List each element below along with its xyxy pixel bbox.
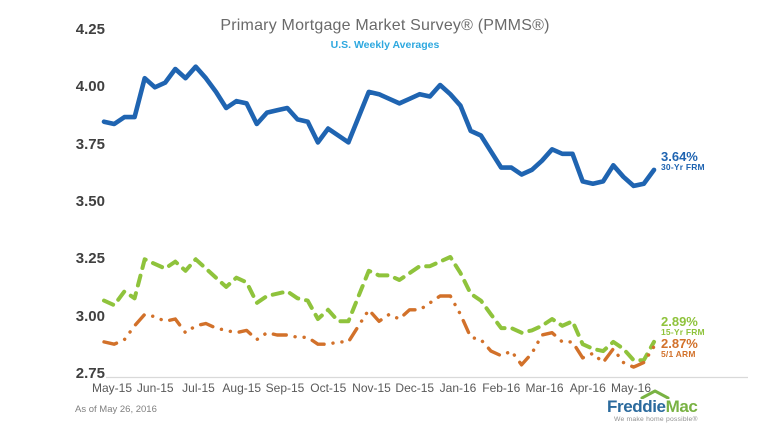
line-30-yr-frm [101,64,657,189]
x-tick-label: Jul-15 [182,381,215,395]
x-tick-label: Apr-16 [569,381,606,395]
x-tick-label: Jan-16 [439,381,477,395]
logo-freddie: Freddie [607,397,666,416]
x-tick-label: Mar-16 [525,381,564,395]
series-label-5-1-arm: 2.87% 5/1 ARM [661,337,698,359]
x-tick-label: Nov-15 [352,381,391,395]
y-tick-label: 4.25 [75,21,105,38]
as-of-date: As of May 26, 2016 [75,404,157,415]
y-tick-label: 4.00 [75,78,105,96]
x-tick-label: Aug-15 [222,381,262,395]
series-name-15yr-frm: 15-Yr FRM [661,327,705,337]
series-name-30yr-frm: 30-Yr FRM [661,162,705,172]
end-value-30yr-frm: 3.64% [661,149,698,164]
y-tick-label: 2.75 [75,365,105,382]
end-value-5-1-arm: 2.87% [661,336,698,351]
logo-mac: Mac [665,397,698,416]
y-tick-label: 3.25 [75,250,105,268]
y-tick-label: 3.75 [75,135,105,153]
x-tick-label: Sep-15 [265,381,305,395]
x-tick-label: Oct-15 [310,381,347,395]
line-5-1-arm [102,294,656,369]
roof-icon [640,389,670,399]
chart-subtitle: U.S. Weekly Averages [330,39,440,51]
end-value-15yr-frm: 2.89% [661,314,698,329]
x-tick-label: May-16 [610,381,651,395]
line-15-yr-frm [102,255,656,363]
y-tick-label: 3.00 [75,307,105,325]
logo-wordmark: FreddieMac [607,398,737,415]
x-tick-label: Dec-15 [395,381,435,395]
freddie-mac-logo: FreddieMac We make home possible® [607,389,737,424]
series-label-15yr-frm: 2.89% 15-Yr FRM [661,315,705,337]
series-label-30yr-frm: 3.64% 30-Yr FRM [661,150,705,172]
x-tick-label: Feb-16 [482,381,521,395]
x-tick-label: May-15 [91,381,132,395]
x-tick-label: Jun-15 [136,381,174,395]
chart-title: Primary Mortgage Market Survey® (PMMS®) [220,17,550,34]
series-name-5-1-arm: 5/1 ARM [661,349,696,359]
logo-tagline: We make home possible® [614,416,698,423]
y-tick-label: 3.50 [75,193,105,210]
